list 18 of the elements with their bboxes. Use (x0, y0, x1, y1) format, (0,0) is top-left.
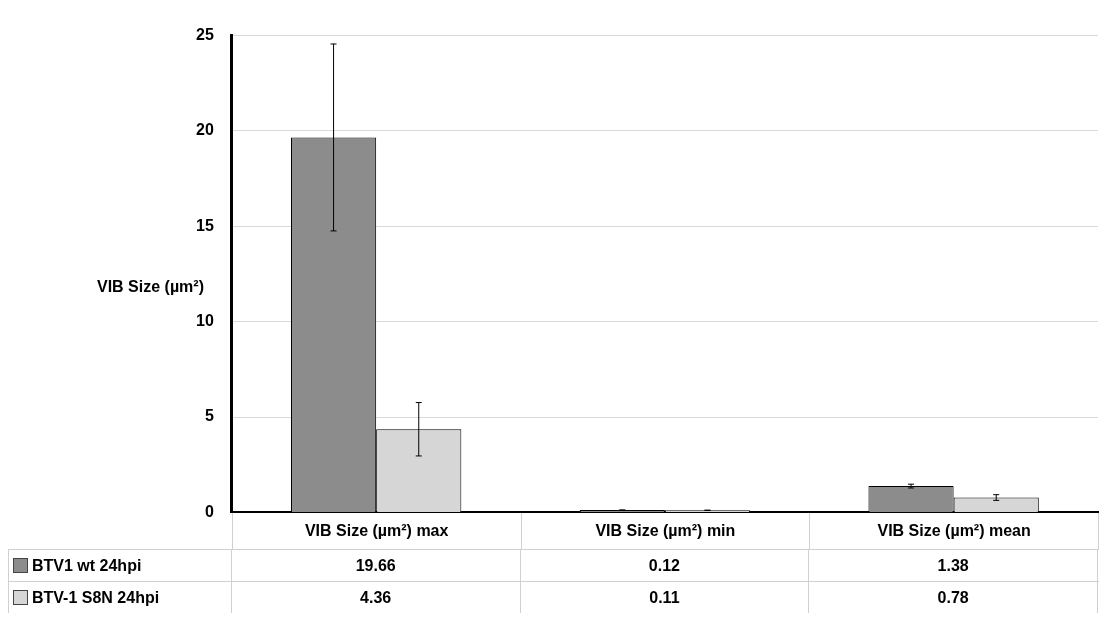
y-tick-label: 15 (196, 216, 214, 234)
data-label: 0.78 (809, 582, 1098, 614)
data-label: 19.66 (231, 550, 521, 582)
data-label: 1.38 (809, 550, 1098, 582)
y-axis-title: VIB Size (µm²) (96, 278, 204, 296)
y-tick-label: 5 (204, 407, 214, 425)
y-tick-label: 10 (196, 312, 214, 330)
x-tick-label: VIB Size (µm²) mean (810, 513, 1099, 550)
data-label: 4.36 (231, 582, 521, 614)
legend-label: BTV-1 S8N 24hpi (32, 588, 160, 607)
x-tick-label: VIB Size (µm²) max (232, 513, 522, 550)
data-label: 0.11 (520, 582, 810, 614)
y-tick-label: 0 (204, 502, 214, 520)
y-tick-label: 20 (196, 121, 214, 139)
x-tick-label: VIB Size (µm²) min (521, 513, 811, 550)
data-label: 0.12 (520, 550, 810, 582)
y-tick-label: 25 (196, 26, 214, 44)
legend-label: BTV1 wt 24hpi (32, 556, 142, 575)
